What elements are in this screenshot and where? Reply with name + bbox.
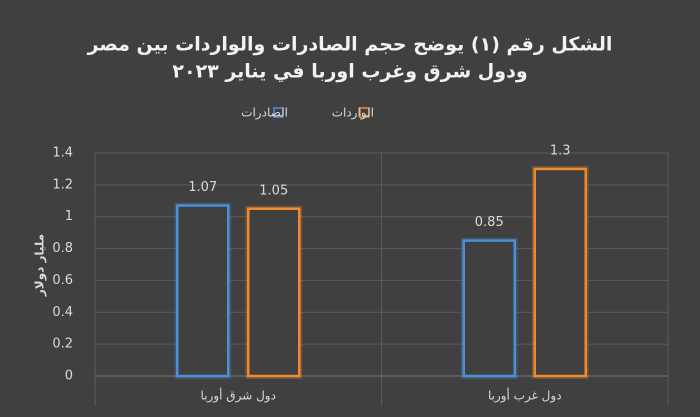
bar [533, 167, 587, 378]
data-label: 1.3 [550, 143, 571, 158]
x-tick-label: دول غرب أوربا [488, 388, 562, 404]
y-tick-label: 0.8 [52, 241, 73, 256]
y-tick-label: 0.2 [52, 337, 73, 352]
legend-label: الصادرات [241, 106, 288, 121]
bar [462, 239, 516, 378]
bar [247, 207, 301, 378]
y-tick-label: 0.6 [52, 273, 73, 288]
chart-title: ودول شرق وغرب اوربا في يناير ٢٠٢٣ [172, 61, 527, 83]
legend-label: الواردات [332, 106, 374, 121]
data-label: 1.07 [188, 180, 217, 195]
legend-swatch [359, 107, 370, 118]
bar [176, 204, 230, 378]
y-tick-label: 0 [65, 369, 73, 384]
legend-swatch [273, 107, 284, 118]
chart-title: الشكل رقم (١) يوضح حجم الصادرات والواردا… [87, 34, 613, 56]
y-axis-label: مليار دولار [33, 234, 48, 297]
y-tick-label: 1.2 [52, 177, 73, 192]
y-tick-label: 1 [65, 209, 73, 224]
x-tick-label: دول شرق أوربا [201, 388, 276, 404]
data-label: 1.05 [259, 183, 288, 198]
y-tick-label: 1.4 [52, 146, 73, 161]
y-tick-label: 0.4 [52, 305, 73, 320]
data-label: 0.85 [475, 215, 504, 230]
